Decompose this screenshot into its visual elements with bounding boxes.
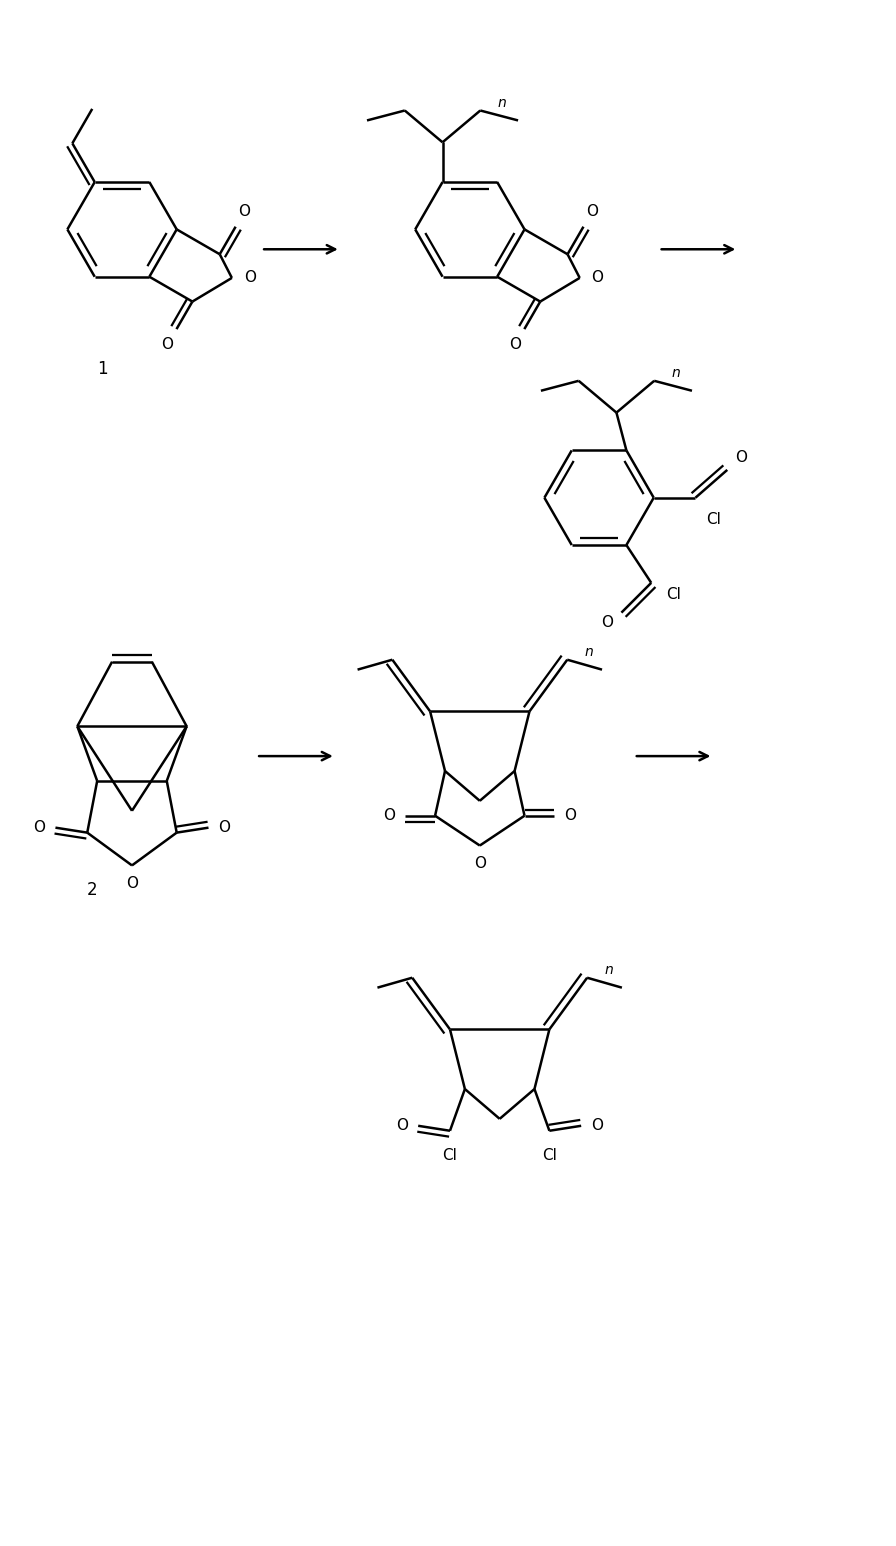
Text: Cl: Cl: [666, 587, 681, 603]
Text: O: O: [510, 337, 521, 352]
Text: O: O: [33, 821, 46, 835]
Text: O: O: [396, 1118, 409, 1133]
Text: O: O: [244, 271, 255, 286]
Text: O: O: [601, 615, 614, 631]
Text: O: O: [736, 450, 747, 465]
Text: O: O: [591, 271, 604, 286]
Text: O: O: [591, 1118, 603, 1133]
Text: n: n: [672, 366, 680, 380]
Text: n: n: [605, 963, 614, 977]
Text: O: O: [238, 204, 251, 218]
Text: 1: 1: [97, 360, 108, 377]
Text: O: O: [586, 204, 599, 218]
Text: n: n: [498, 96, 506, 110]
Text: O: O: [564, 809, 576, 822]
Text: 2: 2: [87, 881, 98, 900]
Text: Cl: Cl: [542, 1149, 556, 1163]
Text: O: O: [474, 856, 486, 870]
Text: Cl: Cl: [443, 1149, 458, 1163]
Text: n: n: [585, 645, 593, 659]
Text: Cl: Cl: [706, 512, 720, 527]
Text: O: O: [126, 877, 138, 890]
Text: O: O: [383, 809, 395, 822]
Text: O: O: [161, 337, 174, 352]
Text: O: O: [219, 821, 230, 835]
